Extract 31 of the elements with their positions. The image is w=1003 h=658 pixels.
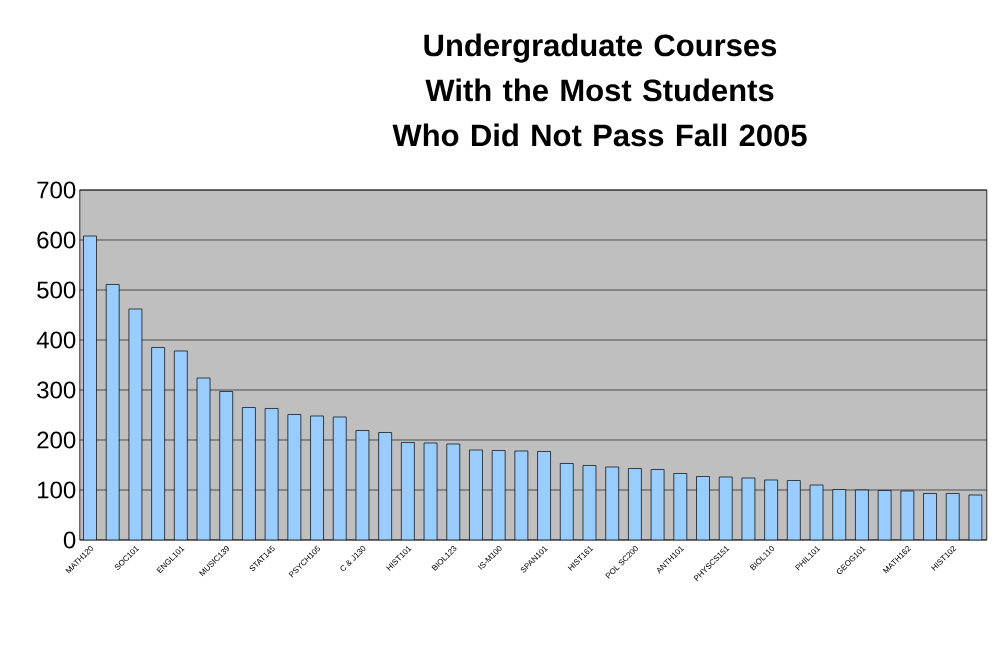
y-tick-label: 400 xyxy=(36,331,76,349)
bar xyxy=(310,415,324,540)
bar xyxy=(332,416,347,540)
bar xyxy=(786,480,801,540)
bar xyxy=(537,451,551,540)
bar xyxy=(378,432,392,540)
bar xyxy=(287,414,302,540)
bar xyxy=(446,443,461,540)
bar xyxy=(491,450,506,540)
bar xyxy=(696,476,710,540)
y-tick-label: 100 xyxy=(38,481,76,499)
y-tick-label: 500 xyxy=(37,281,76,299)
bar xyxy=(401,442,415,540)
bar xyxy=(559,463,574,540)
bar xyxy=(469,449,483,540)
bar xyxy=(832,489,847,540)
bar xyxy=(219,391,234,540)
bar xyxy=(242,407,256,540)
y-tick-label: 300 xyxy=(37,381,76,399)
y-tick-label: 200 xyxy=(37,431,76,449)
bar xyxy=(83,235,97,540)
bar xyxy=(605,466,620,540)
bar xyxy=(628,468,642,540)
chart-subtitle: With the Most Students Who Did Not Pass Fall 2005 xyxy=(392,78,807,147)
bar xyxy=(673,473,688,540)
chart-title: Undergraduate Courses xyxy=(424,33,777,63)
bar xyxy=(173,350,188,540)
y-tick-label: 700 xyxy=(37,181,76,199)
bar xyxy=(151,347,165,540)
y-tick-label: 600 xyxy=(37,231,76,249)
bar xyxy=(105,284,120,540)
